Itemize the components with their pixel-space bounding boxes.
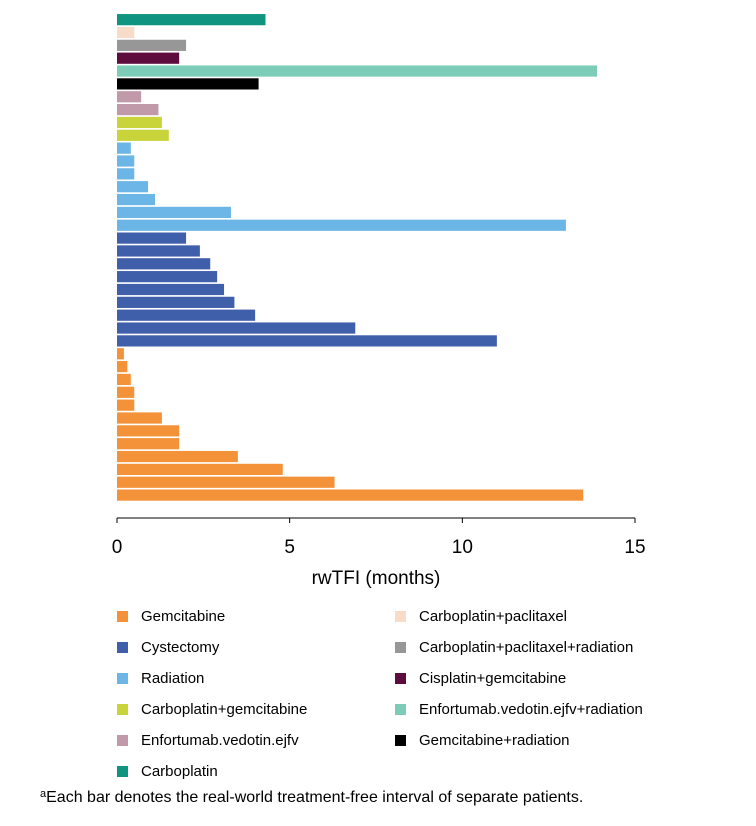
bar-gemcitabine bbox=[117, 450, 238, 463]
bar-radiation bbox=[117, 181, 149, 193]
legend-swatch bbox=[395, 703, 406, 715]
legend-swatch bbox=[395, 672, 406, 684]
bar-carboplatin-paclitaxel bbox=[117, 26, 135, 39]
legend-item-carboplatin-paclitaxel: Carboplatin+paclitaxel bbox=[395, 605, 567, 627]
bar-carboplatin-gemcitabine bbox=[117, 116, 162, 129]
bar-gemcitabine bbox=[117, 412, 162, 424]
legend-swatch bbox=[117, 734, 128, 746]
bar-radiation bbox=[117, 219, 566, 231]
bar-cystectomy bbox=[117, 335, 497, 347]
bar-carboplatin-paclitaxel-radiation bbox=[117, 39, 187, 51]
bar-cystectomy bbox=[117, 296, 235, 308]
bar-cystectomy bbox=[117, 309, 256, 321]
bar-cystectomy bbox=[117, 271, 218, 283]
legend-swatch bbox=[395, 734, 406, 746]
bar-enfortumab-vedotin-ejfv-radiation bbox=[117, 65, 598, 77]
bar-radiation bbox=[117, 193, 155, 206]
bar-cystectomy bbox=[117, 322, 356, 334]
legend-label: Gemcitabine+radiation bbox=[419, 731, 570, 749]
bar-radiation bbox=[117, 155, 135, 167]
legend-label: Enfortumab.vedotin.ejfv+radiation bbox=[419, 700, 643, 718]
bar-gemcitabine bbox=[117, 386, 135, 398]
bar-gemcitabine bbox=[117, 361, 128, 373]
bar-gemcitabine bbox=[117, 425, 180, 437]
legend-item-enfortumab-vedotin-ejfv-radiation: Enfortumab.vedotin.ejfv+radiation bbox=[395, 698, 643, 720]
bar-cisplatin-gemcitabine bbox=[117, 52, 180, 64]
bar-gemcitabine bbox=[117, 463, 283, 475]
bar-enfortumab-vedotin-ejfv bbox=[117, 91, 142, 103]
legend-swatch bbox=[117, 672, 128, 684]
legend-swatch bbox=[117, 703, 128, 715]
footnote-marker: a bbox=[40, 788, 47, 800]
legend-label: Cisplatin+gemcitabine bbox=[419, 669, 567, 687]
bar-gemcitabine bbox=[117, 399, 135, 411]
legend-swatch bbox=[117, 765, 128, 777]
legend-item-radiation: Radiation bbox=[117, 667, 204, 689]
legend-label: Gemcitabine bbox=[141, 607, 226, 625]
legend-label: Radiation bbox=[141, 669, 205, 687]
bar-gemcitabine bbox=[117, 438, 180, 450]
bar-cystectomy bbox=[117, 283, 225, 296]
bar-cystectomy bbox=[117, 258, 211, 270]
legend-label: Carboplatin+paclitaxel bbox=[419, 607, 568, 625]
legend-swatch bbox=[117, 610, 128, 622]
legend-item-carboplatin-gemcitabine: Carboplatin+gemcitabine bbox=[117, 698, 307, 720]
legend-swatch bbox=[117, 641, 128, 653]
legend-label: Cystectomy bbox=[141, 638, 220, 656]
x-tick-label: 10 bbox=[452, 537, 473, 558]
legend-item-cystectomy: Cystectomy bbox=[117, 636, 219, 658]
legend-item-gemcitabine-radiation: Gemcitabine+radiation bbox=[395, 729, 570, 751]
legend-label: Carboplatin+gemcitabine bbox=[141, 700, 308, 718]
legend-swatch bbox=[395, 610, 406, 622]
legend-swatch bbox=[395, 641, 406, 653]
legend-label: Carboplatin+paclitaxel+radiation bbox=[419, 638, 634, 656]
bar-gemcitabine bbox=[117, 476, 335, 488]
bar-gemcitabine bbox=[117, 348, 124, 360]
bar-enfortumab-vedotin-ejfv bbox=[117, 104, 159, 116]
bar-carboplatin-gemcitabine bbox=[117, 129, 169, 141]
x-tick-label: 15 bbox=[624, 537, 645, 558]
bar-gemcitabine-radiation bbox=[117, 78, 259, 90]
legend-item-carboplatin: Carboplatin bbox=[117, 760, 218, 782]
footnote-text: Each bar denotes the real-world treatmen… bbox=[46, 789, 584, 806]
bar-cystectomy bbox=[117, 232, 187, 244]
legend-item-carboplatin-paclitaxel-radiation: Carboplatin+paclitaxel+radiation bbox=[395, 636, 633, 658]
legend-label: Enfortumab.vedotin.ejfv bbox=[141, 731, 299, 749]
bar-carboplatin bbox=[117, 14, 266, 26]
legend-item-enfortumab-vedotin-ejfv: Enfortumab.vedotin.ejfv bbox=[117, 729, 299, 751]
bar-chart: 0 5 10 15 rwTFI (months) bbox=[112, 14, 646, 589]
bar-radiation bbox=[117, 206, 231, 218]
legend-item-gemcitabine: Gemcitabine bbox=[117, 605, 225, 627]
x-tick-label: 5 bbox=[284, 537, 295, 558]
legend-item-cisplatin-gemcitabine: Cisplatin+gemcitabine bbox=[395, 667, 566, 689]
bar-gemcitabine bbox=[117, 489, 584, 501]
bar-gemcitabine bbox=[117, 373, 131, 386]
x-axis-label: rwTFI (months) bbox=[312, 568, 441, 589]
footnote: aEach bar denotes the real-world treatme… bbox=[40, 788, 583, 807]
bar-radiation bbox=[117, 168, 135, 180]
legend-label: Carboplatin bbox=[141, 762, 218, 780]
legend: Gemcitabine Cystectomy Radiation Carbopl… bbox=[117, 605, 643, 782]
x-tick-label: 0 bbox=[112, 537, 123, 558]
bar-cystectomy bbox=[117, 245, 200, 257]
bar-radiation bbox=[117, 142, 131, 154]
